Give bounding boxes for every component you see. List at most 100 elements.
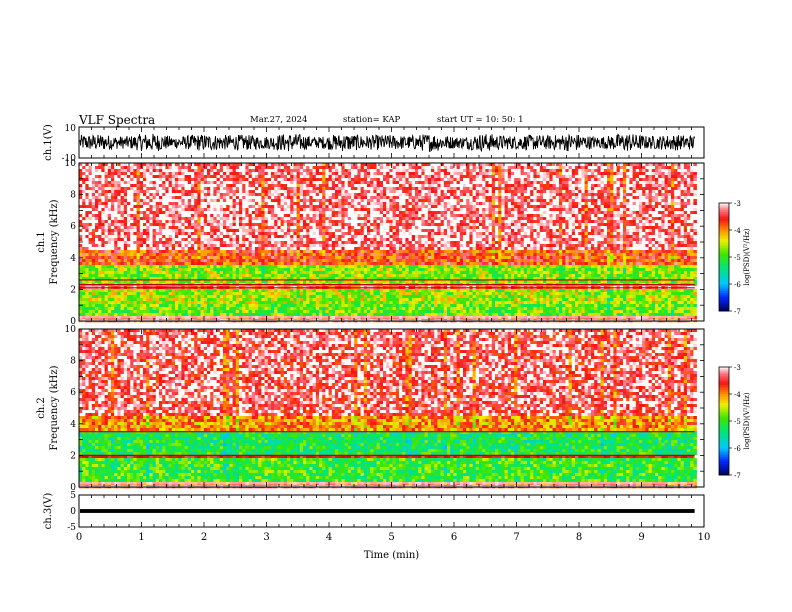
ch1-spectrogram-cell: [79, 184, 83, 188]
ch1-spectrogram-cell: [274, 235, 278, 239]
ch1-spectrogram-cell: [219, 232, 224, 236]
ch1-spectrogram-cell: [229, 280, 233, 284]
ch1-spectrogram-cell: [200, 196, 205, 200]
ch1-spectrogram-cell: [187, 304, 192, 308]
ch1-spectrogram-cell: [136, 196, 141, 200]
ch1-spectrogram-cell: [370, 304, 374, 308]
ch1-spectrogram-cell: [347, 256, 352, 260]
ch1-spectrogram-cell: [367, 238, 371, 242]
ch1-spectrogram-cell: [133, 232, 137, 236]
ch1-spectrogram-cell: [264, 181, 269, 185]
ch1-spectrogram-cell: [344, 181, 349, 185]
ch1-spectrogram-cell: [306, 301, 310, 305]
ch1-spectrogram-cell: [127, 178, 131, 182]
ch1-spectrogram-cell: [165, 301, 169, 305]
ch1-spectrogram-cell: [187, 238, 192, 242]
ch1-spectrogram-cell: [258, 298, 262, 302]
ch1-spectrogram-cell: [120, 289, 125, 293]
ch1-spectrogram-cell: [351, 184, 355, 188]
ch1-spectrogram-cell: [261, 256, 265, 260]
ch1-spectrogram-cell: [181, 199, 185, 203]
ch1-spectrogram-cell: [357, 250, 361, 254]
ch1-spectrogram-cell: [181, 292, 185, 296]
ch1-spectrogram-cell: [88, 307, 93, 311]
ch1-spectrogram-cell: [315, 175, 320, 179]
ch1-spectrogram-cell: [181, 274, 185, 278]
ch1-spectrogram-cell: [271, 208, 275, 212]
ch1-spectrogram-cell: [309, 280, 313, 284]
ch1-spectrogram-cell: [303, 169, 307, 173]
ch1-spectrogram-cell: [117, 226, 121, 230]
ch1-spectrogram-cell: [79, 211, 83, 215]
ch1-spectrogram-cell: [107, 289, 112, 293]
ch1-spectrogram-cell: [226, 259, 230, 263]
ch1-spectrogram-cell: [200, 214, 205, 218]
ch1-spectrogram-cell: [149, 190, 153, 194]
ch1-spectrogram-cell: [95, 244, 99, 248]
ch1-spectrogram-cell: [280, 202, 285, 206]
ch1-spectrogram-cell: [79, 190, 83, 194]
ch1-spectrogram-cell: [175, 256, 179, 260]
ch1-spectrogram-cell: [258, 184, 262, 188]
ch1-spectrogram-cell: [248, 244, 253, 248]
ch1-spectrogram-cell: [91, 250, 96, 254]
ch1-spectrogram-cell: [114, 187, 118, 191]
ch1-spectrogram-cell: [123, 304, 128, 308]
ch1-spectrogram-cell: [242, 277, 246, 281]
ch1-spectrogram-cell: [315, 166, 320, 170]
ch1-spectrogram-cell: [203, 256, 208, 260]
ch1-spectrogram-cell: [283, 232, 288, 236]
ch1-spectrogram-cell: [351, 313, 355, 317]
ch1-spectrogram-cell: [111, 163, 115, 167]
ch1-spectrogram-cell: [354, 208, 358, 212]
ch1-spectrogram-cell: [309, 247, 313, 251]
ch1-spectrogram-cell: [325, 268, 329, 272]
ch1-spectrogram-cell: [168, 247, 173, 251]
ch1-spectrogram-cell: [187, 193, 192, 197]
ch1-spectrogram-cell: [98, 163, 102, 167]
ch1-spectrogram-cell: [139, 247, 144, 251]
ch1-spectrogram-cell: [370, 208, 374, 212]
ch1-spectrogram-cell: [130, 238, 134, 242]
ch1-spectrogram-cell: [245, 313, 249, 317]
ch1-spectrogram-cell: [328, 250, 333, 254]
ch1-spectrogram-cell: [255, 184, 259, 188]
ch1-spectrogram-cell: [133, 292, 137, 296]
ch1-spectrogram-cell: [191, 304, 195, 308]
ch1-spectrogram-cell: [315, 205, 320, 209]
ch1-spectrogram-cell: [98, 235, 102, 239]
ch1-spectrogram-cell: [91, 238, 96, 242]
ch1-spectrogram-cell: [347, 175, 352, 179]
ch1-spectrogram-cell: [229, 214, 233, 218]
ch1-spectrogram-cell: [191, 175, 195, 179]
ch1-spectrogram-cell: [283, 292, 288, 296]
ch1-spectrogram-cell: [341, 253, 345, 257]
ch1-spectrogram-cell: [191, 199, 195, 203]
ch1-spectrogram-cell: [146, 256, 150, 260]
ch1-spectrogram-cell: [168, 208, 173, 212]
ch1-spectrogram-cell: [207, 292, 211, 296]
ch1-spectrogram-cell: [223, 241, 227, 245]
ch1-spectrogram-cell: [264, 313, 269, 317]
ch1-spectrogram-cell: [152, 238, 157, 242]
ch1-spectrogram-cell: [325, 202, 329, 206]
ch1-spectrogram-cell: [123, 163, 128, 167]
ch1-spectrogram-cell: [341, 250, 345, 254]
ch1-spectrogram-cell: [347, 307, 352, 311]
ch1-spectrogram-cell: [223, 184, 227, 188]
ch1-spectrogram-cell: [325, 169, 329, 173]
ch1-spectrogram-cell: [136, 223, 141, 227]
ch1-spectrogram-cell: [223, 313, 227, 317]
ch1-spectrogram-cell: [258, 223, 262, 227]
ch1-spectrogram-cell: [175, 202, 179, 206]
ch1-spectrogram-cell: [216, 271, 221, 275]
ch1-spectrogram-cell: [159, 235, 163, 239]
ch1-spectrogram-cell: [245, 265, 249, 269]
ch1-spectrogram-cell: [235, 169, 240, 173]
ch1-spectrogram-cell: [107, 244, 112, 248]
ch1-spectrogram-cell: [370, 268, 374, 272]
ch1-spectrogram-cell: [127, 223, 131, 227]
ch1-spectrogram-cell: [95, 265, 99, 269]
ch1-spectrogram-cell: [347, 223, 352, 227]
ch1-spectrogram-cell: [328, 172, 333, 176]
